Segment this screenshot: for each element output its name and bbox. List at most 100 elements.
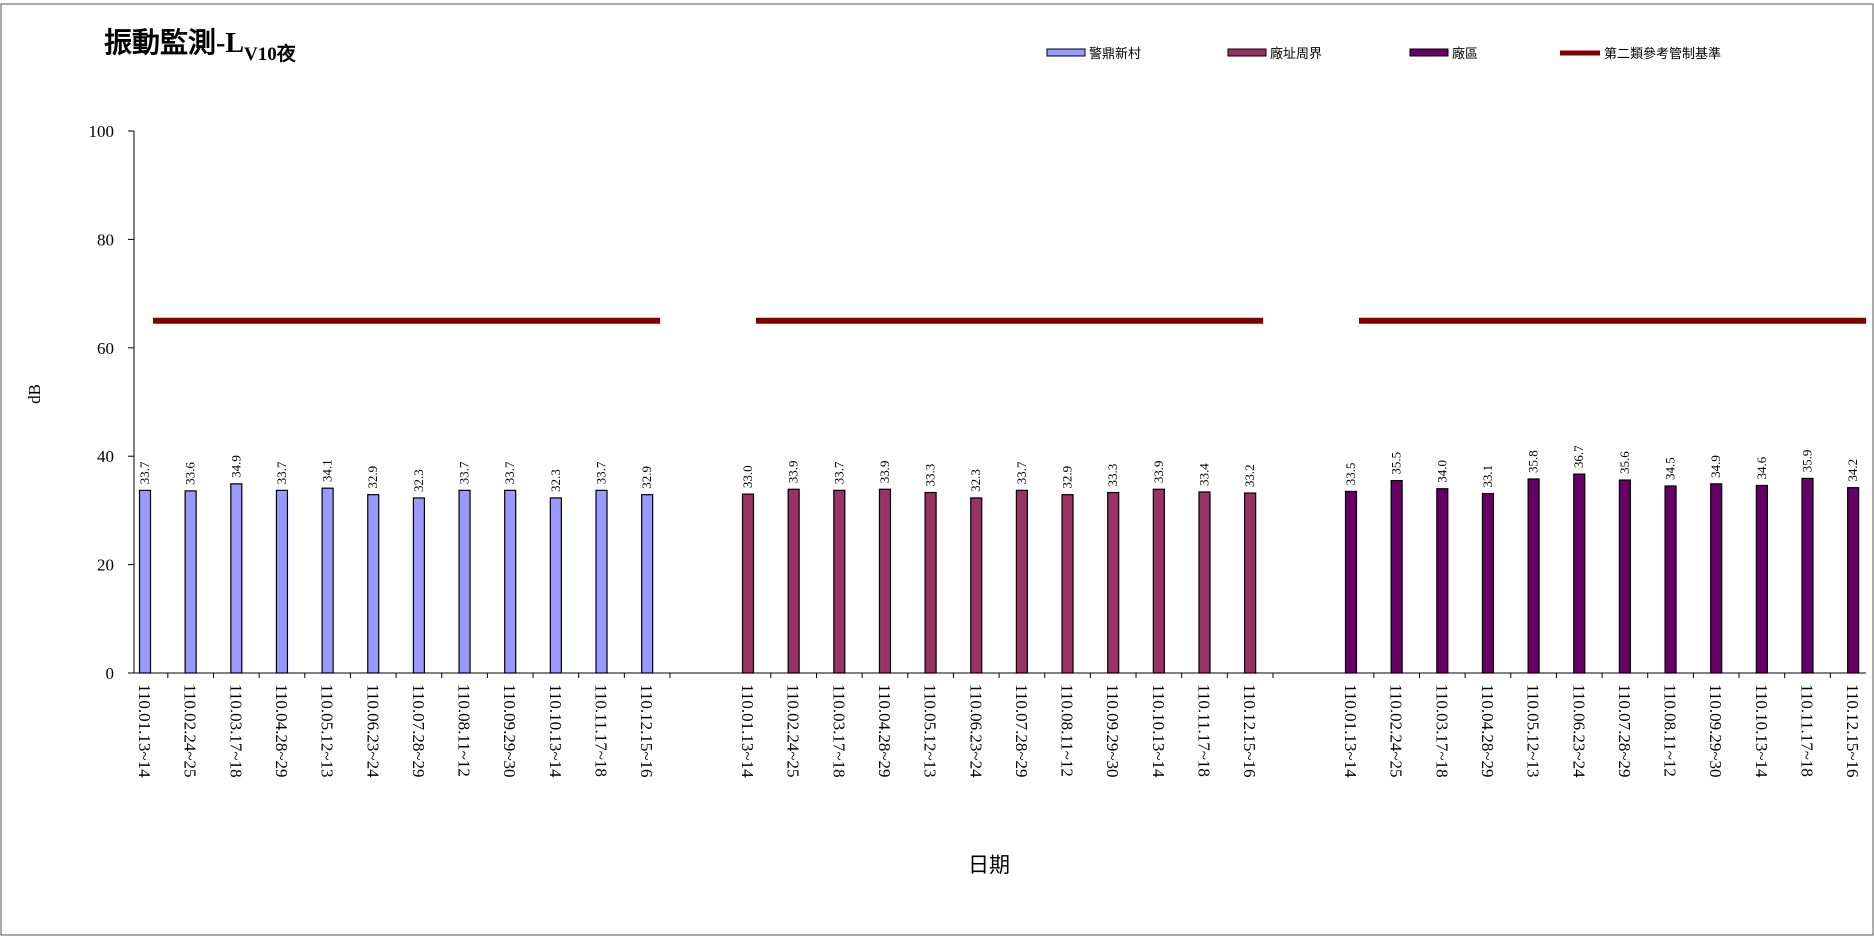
bar	[1244, 492, 1257, 674]
value-label: 35.6	[1617, 451, 1632, 474]
value-label: 33.7	[594, 461, 609, 484]
value-label: 32.9	[1060, 466, 1075, 489]
value-label: 33.7	[502, 461, 517, 484]
value-label: 33.9	[1151, 461, 1166, 484]
value-label: 33.4	[1197, 463, 1212, 486]
value-label: 34.9	[1708, 455, 1723, 478]
bar	[1710, 483, 1723, 674]
x-tick-label: 110.03.17~18	[829, 684, 848, 778]
value-label: 34.1	[320, 459, 335, 482]
bar	[1481, 492, 1495, 674]
x-tick-label: 110.02.24~25	[784, 684, 803, 778]
value-label: 34.5	[1663, 457, 1678, 480]
x-tick-label: 110.03.17~18	[1432, 684, 1451, 778]
bar	[833, 489, 846, 674]
x-tick-label: 110.02.24~25	[181, 684, 200, 778]
bar	[1152, 488, 1165, 674]
legend-label: 廠址周界	[1270, 46, 1322, 61]
bar	[1801, 477, 1814, 674]
value-label: 33.0	[740, 465, 755, 488]
bar	[549, 497, 562, 674]
y-tick-label: 40	[97, 447, 114, 466]
bar	[1344, 490, 1358, 674]
chart-title: 振動監測-LV10夜	[104, 27, 297, 65]
x-tick-label: 110.09.29~30	[500, 684, 519, 778]
value-label: 33.7	[274, 461, 289, 484]
value-label: 33.3	[1105, 464, 1120, 487]
bar	[275, 489, 289, 674]
x-tick-label: 110.08.11~12	[1058, 684, 1077, 777]
value-label: 35.5	[1389, 452, 1404, 475]
value-label: 34.0	[1434, 460, 1449, 483]
bar	[230, 483, 243, 674]
bar	[970, 497, 983, 674]
value-label: 34.2	[1845, 459, 1860, 482]
y-axis-label: dB	[25, 384, 44, 404]
value-label: 32.3	[548, 469, 563, 492]
x-tick-label: 110.04.28~29	[875, 684, 894, 778]
x-tick-label: 110.09.29~30	[1103, 684, 1122, 778]
bar	[1618, 479, 1632, 674]
value-label: 33.7	[1014, 461, 1029, 484]
x-tick-label: 110.05.12~13	[318, 684, 337, 778]
value-label: 33.3	[923, 464, 938, 487]
value-label: 35.9	[1800, 450, 1815, 473]
bar	[1198, 491, 1211, 674]
x-tick-label: 110.04.28~29	[1478, 684, 1497, 778]
legend-swatch	[1046, 48, 1086, 57]
bar	[787, 488, 800, 674]
value-label: 32.9	[639, 466, 654, 489]
bar	[138, 489, 152, 674]
chart-border	[0, 3, 1874, 936]
value-label: 33.9	[786, 461, 801, 484]
legend-label: 廠區	[1452, 46, 1478, 61]
y-tick-label: 80	[97, 230, 114, 249]
x-tick-label: 110.12.15~16	[637, 684, 656, 778]
legend-label: 警鼎新村	[1089, 46, 1141, 61]
bar	[641, 494, 654, 674]
x-tick-label: 110.01.13~14	[738, 684, 757, 778]
x-tick-label: 110.08.11~12	[455, 684, 474, 777]
x-tick-label: 110.05.12~13	[921, 684, 940, 778]
bar	[878, 488, 892, 674]
title-subscript: V10夜	[244, 42, 297, 65]
y-tick-label: 60	[97, 339, 114, 358]
x-tick-label: 110.02.24~25	[1387, 684, 1406, 778]
x-tick-label: 110.07.28~29	[1012, 684, 1031, 778]
title-main: 振動監測-L	[104, 27, 244, 59]
bar	[1755, 484, 1768, 674]
x-tick-label: 110.03.17~18	[226, 684, 245, 778]
x-tick-label: 110.12.15~16	[1843, 684, 1862, 778]
x-tick-label: 110.11.17~18	[1798, 684, 1817, 777]
bar	[1436, 488, 1449, 674]
bar	[1107, 491, 1120, 674]
x-tick-label: 110.06.23~24	[363, 684, 382, 778]
bar	[504, 489, 517, 674]
bar	[184, 490, 197, 674]
bar	[1664, 485, 1677, 674]
value-label: 34.6	[1754, 456, 1769, 479]
x-tick-label: 110.05.12~13	[1524, 684, 1543, 778]
x-tick-label: 110.11.17~18	[1195, 684, 1214, 777]
x-axis-label: 日期	[968, 853, 1010, 877]
x-tick-label: 110.10.13~14	[1752, 684, 1771, 778]
bar	[458, 489, 471, 674]
x-tick-label: 110.10.13~14	[1149, 684, 1168, 778]
x-tick-label: 110.09.29~30	[1706, 684, 1725, 778]
value-label: 34.9	[228, 455, 243, 478]
y-tick-label: 0	[106, 664, 115, 683]
value-label: 35.8	[1526, 450, 1541, 473]
bar	[321, 487, 334, 674]
bar	[1390, 479, 1403, 674]
bar	[595, 489, 608, 674]
bar	[1527, 478, 1540, 674]
x-tick-label: 110.08.11~12	[1661, 684, 1680, 777]
value-label: 33.7	[831, 461, 846, 484]
value-label: 32.9	[365, 466, 380, 489]
bar	[412, 497, 425, 674]
y-tick-label: 20	[97, 556, 114, 575]
x-tick-label: 110.07.28~29	[409, 684, 428, 778]
legend-swatch	[1227, 48, 1267, 57]
value-label: 33.1	[1480, 465, 1495, 488]
